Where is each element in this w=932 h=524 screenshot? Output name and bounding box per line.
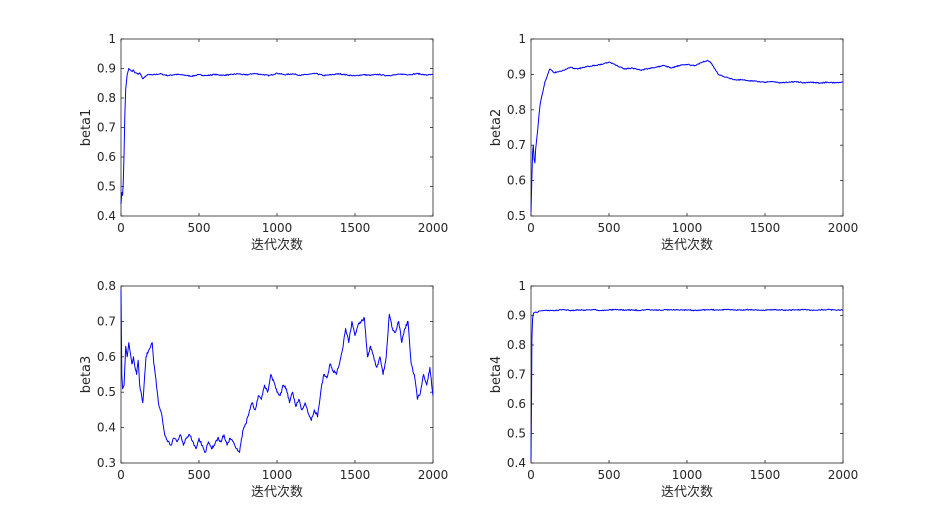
y-tick-label: 0.8 (97, 91, 116, 105)
x-tick-label: 1500 (750, 221, 781, 235)
series-line-beta2 (530, 59, 844, 213)
plot-area (120, 38, 434, 217)
y-tick-label: 0.6 (507, 397, 526, 411)
x-tick-label: 1500 (340, 468, 371, 482)
x-tick-label: 0 (527, 468, 535, 482)
y-tick-label: 0.7 (97, 314, 116, 328)
plot-area (120, 285, 434, 464)
y-tick-label: 0.9 (507, 309, 526, 323)
y-tick-label: 0.7 (507, 138, 526, 152)
y-tick-label: 0.5 (97, 180, 116, 194)
y-axis-label: beta1 (79, 109, 94, 147)
x-axis-label: 迭代次数 (251, 484, 303, 500)
x-tick-label: 2000 (828, 468, 859, 482)
x-tick-label: 1000 (672, 468, 703, 482)
x-tick-label: 2000 (418, 468, 449, 482)
subplot-beta3: 0 500 1000 1500 2000 0.3 0.4 0.5 0.6 0.7 0.8 迭代次数 be… (79, 279, 448, 500)
subplot-beta2: 0 500 1000 1500 2000 0.5 0.6 0.7 0.8 0.9 1 迭代次数 beta… (489, 32, 858, 253)
y-tick-label: 1 (518, 279, 526, 293)
x-tick-label: 1000 (672, 221, 703, 235)
y-axis-label: beta2 (489, 109, 504, 147)
x-tick-label: 1000 (262, 468, 293, 482)
x-tick-label: 1500 (750, 468, 781, 482)
y-tick-label: 0.8 (507, 338, 526, 352)
y-tick-label: 0.7 (97, 121, 116, 135)
y-tick-label: 0.8 (507, 103, 526, 117)
x-tick-label: 0 (527, 221, 535, 235)
y-tick-label: 0.3 (97, 456, 116, 470)
plot-area (530, 285, 844, 464)
plot-area (530, 38, 844, 217)
x-axis-label: 迭代次数 (661, 484, 713, 500)
x-tick-label: 500 (598, 221, 621, 235)
x-axis-label: 迭代次数 (661, 237, 713, 253)
y-tick-label: 1 (518, 32, 526, 46)
x-tick-label: 0 (117, 221, 125, 235)
y-tick-label: 0.6 (507, 174, 526, 188)
x-tick-label: 500 (188, 468, 211, 482)
x-tick-label: 2000 (828, 221, 859, 235)
series-line-beta4 (530, 308, 844, 461)
y-tick-label: 1 (108, 32, 116, 46)
y-tick-label: 0.9 (97, 62, 116, 76)
subplot-beta4: 0 500 1000 1500 2000 0.4 0.5 0.6 0.7 0.8 0.9 1 迭代次数 b… (489, 279, 858, 500)
x-tick-label: 1000 (262, 221, 293, 235)
series-line-beta1 (120, 68, 434, 205)
x-tick-label: 1500 (340, 221, 371, 235)
series-line-beta3 (120, 289, 434, 453)
y-tick-label: 0.6 (97, 150, 116, 164)
x-tick-label: 500 (188, 221, 211, 235)
y-tick-label: 0.6 (97, 350, 116, 364)
y-tick-label: 0.4 (507, 456, 526, 470)
subplot-beta1: 0 500 1000 1500 2000 0.4 0.5 0.6 0.7 0.8 0.9 1 迭代次数 b… (79, 32, 448, 253)
x-tick-label: 0 (117, 468, 125, 482)
y-tick-label: 0.5 (97, 385, 116, 399)
y-tick-label: 0.4 (97, 209, 116, 223)
x-axis-label: 迭代次数 (251, 237, 303, 253)
x-tick-label: 2000 (418, 221, 449, 235)
y-tick-label: 0.5 (507, 427, 526, 441)
y-axis-label: beta3 (79, 356, 94, 394)
y-tick-label: 0.5 (507, 209, 526, 223)
y-tick-label: 0.8 (97, 279, 116, 293)
x-tick-label: 500 (598, 468, 621, 482)
y-tick-label: 0.9 (507, 67, 526, 81)
y-tick-label: 0.4 (97, 421, 116, 435)
y-tick-label: 0.7 (507, 368, 526, 382)
y-axis-label: beta4 (489, 356, 504, 394)
